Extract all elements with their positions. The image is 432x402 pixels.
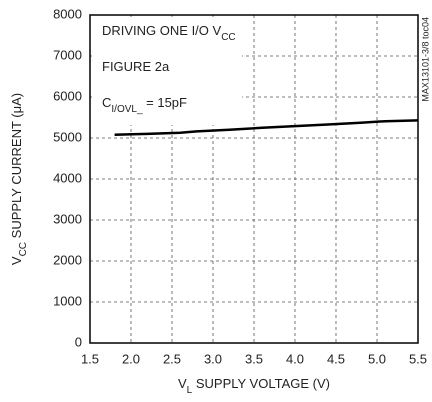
x-axis-label-part: L — [187, 385, 193, 396]
x-tick-label: 5.0 — [368, 351, 386, 366]
y-tick-label: 2000 — [53, 252, 82, 267]
x-axis-label: VL SUPPLY VOLTAGE (V) — [178, 376, 330, 396]
x-tick-label: 5.5 — [409, 351, 427, 366]
x-tick-label: 1.5 — [81, 351, 99, 366]
annotation: FIGURE 2a — [102, 59, 170, 74]
y-tick-label: 6000 — [53, 88, 82, 103]
y-tick-label: 3000 — [53, 211, 82, 226]
annotation-part: FIGURE 2a — [102, 59, 170, 74]
x-tick-label: 2.5 — [163, 351, 181, 366]
annotation-part: CC — [221, 32, 235, 43]
y-tick-label: 0 — [75, 334, 82, 349]
annotation: DRIVING ONE I/O VCC — [102, 23, 236, 43]
annotation-box — [92, 17, 242, 125]
x-tick-label: 3.5 — [245, 351, 263, 366]
annotation-part: = 15pF — [143, 95, 188, 110]
y-axis-label: VCC SUPPLY CURRENT (μA) — [9, 93, 29, 265]
annotation: CI/OVL_ = 15pF — [102, 95, 187, 115]
x-tick-label: 3.0 — [204, 351, 222, 366]
side-note: MAX13101-3/8 toc04 — [420, 17, 430, 102]
y-tick-label: 7000 — [53, 47, 82, 62]
x-tick-label: 4.0 — [286, 351, 304, 366]
y-axis-label-part: SUPPLY CURRENT (μA) — [9, 93, 24, 242]
x-axis-label-part: V — [178, 376, 187, 391]
y-tick-label: 1000 — [53, 293, 82, 308]
y-tick-label: 4000 — [53, 170, 82, 185]
plot-frame — [89, 14, 419, 344]
x-axis-label-part: SUPPLY VOLTAGE (V) — [192, 376, 330, 391]
y-axis-label-part: CC — [18, 242, 29, 256]
x-tick-label: 4.5 — [327, 351, 345, 366]
y-tick-label: 5000 — [53, 129, 82, 144]
annotation-part: DRIVING ONE I/O V — [102, 23, 222, 38]
data-line — [114, 119, 419, 136]
x-tick-label: 2.0 — [122, 351, 140, 366]
y-axis-label-part: V — [9, 256, 24, 265]
y-tick-label: 8000 — [53, 6, 82, 21]
annotation-part: I/OVL_ — [111, 104, 143, 115]
annotation-part: C — [102, 95, 111, 110]
